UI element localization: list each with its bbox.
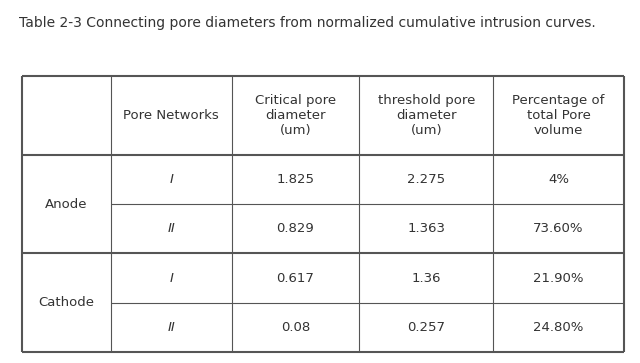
Text: I: I (169, 173, 173, 186)
Text: 1.36: 1.36 (412, 272, 441, 285)
Text: 24.80%: 24.80% (533, 321, 584, 334)
Text: 73.60%: 73.60% (533, 222, 584, 235)
Text: Cathode: Cathode (38, 296, 95, 309)
Text: 1.363: 1.363 (407, 222, 445, 235)
Text: 1.825: 1.825 (276, 173, 314, 186)
Text: I: I (169, 272, 173, 285)
Text: 0.617: 0.617 (276, 272, 314, 285)
Text: Pore Networks: Pore Networks (124, 109, 219, 122)
Text: Anode: Anode (45, 198, 88, 211)
Text: Percentage of
total Pore
volume: Percentage of total Pore volume (513, 94, 605, 137)
Text: 4%: 4% (548, 173, 569, 186)
Text: Critical pore
diameter
(um): Critical pore diameter (um) (255, 94, 336, 137)
Text: Table 2-3 Connecting pore diameters from normalized cumulative intrusion curves.: Table 2-3 Connecting pore diameters from… (19, 16, 596, 30)
Text: 21.90%: 21.90% (533, 272, 584, 285)
Text: II: II (167, 321, 175, 334)
Text: 2.275: 2.275 (407, 173, 445, 186)
Text: 0.257: 0.257 (407, 321, 445, 334)
Text: 0.08: 0.08 (281, 321, 310, 334)
Text: 0.829: 0.829 (276, 222, 314, 235)
Text: threshold pore
diameter
(um): threshold pore diameter (um) (378, 94, 475, 137)
Text: II: II (167, 222, 175, 235)
